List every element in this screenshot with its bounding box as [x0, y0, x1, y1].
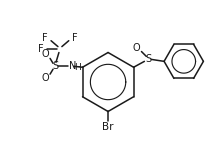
Text: N: N: [68, 61, 76, 71]
Text: S: S: [145, 54, 151, 64]
Text: O: O: [41, 50, 49, 60]
Text: S: S: [52, 61, 58, 71]
Text: H: H: [74, 63, 81, 72]
Text: O: O: [41, 73, 49, 83]
Text: F: F: [38, 44, 44, 54]
Text: F: F: [42, 33, 48, 43]
Text: Br: Br: [102, 122, 114, 132]
Text: O: O: [133, 43, 140, 53]
Text: F: F: [72, 33, 77, 43]
